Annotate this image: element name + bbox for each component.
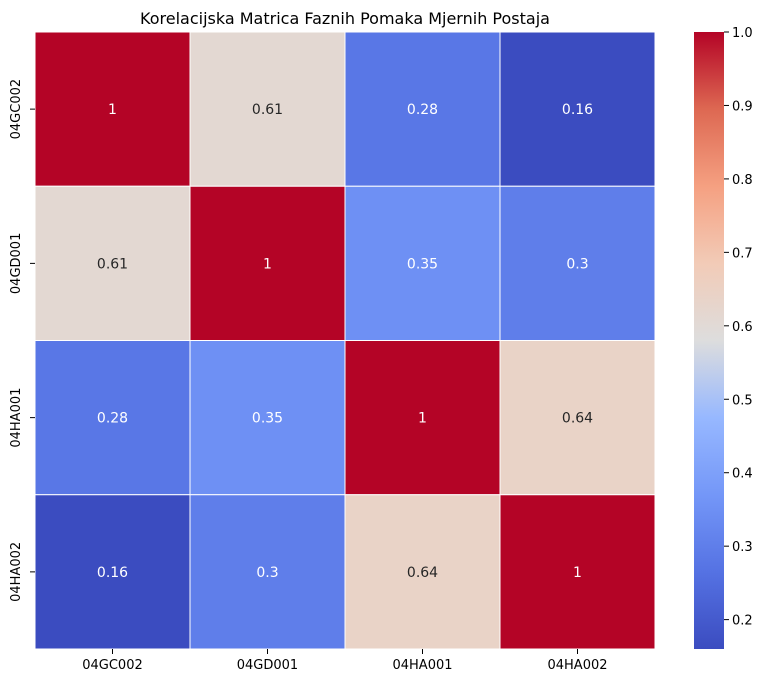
cell-annotation: 0.28 (407, 102, 438, 118)
cell-annotation: 0.3 (566, 256, 588, 272)
x-tick-label: 04HA001 (392, 658, 452, 673)
x-tick-label: 04HA002 (547, 658, 607, 673)
heatmap-cell (34, 494, 191, 650)
heatmap-cell (344, 185, 501, 341)
y-tick-label: 04GD001 (9, 233, 24, 294)
heatmap-cell (499, 185, 656, 341)
cell-annotation: 0.35 (252, 411, 283, 427)
heatmap-cell (499, 31, 656, 187)
chart-title: Korelacijska Matrica Faznih Pomaka Mjern… (140, 9, 550, 28)
y-tick-label: 04HA001 (9, 388, 24, 448)
colorbar-tick-label: 0.5 (732, 393, 753, 408)
y-tick-label: 04HA002 (9, 542, 24, 602)
cell-annotation: 1 (108, 102, 117, 118)
colorbar-tick-label: 1.0 (732, 26, 753, 41)
x-tick-label: 04GD001 (237, 658, 298, 673)
cell-annotation: 0.35 (407, 256, 438, 272)
cell-annotation: 1 (263, 256, 272, 272)
cell-annotation: 1 (418, 411, 427, 427)
heatmap-cell (34, 31, 191, 187)
colorbar-tick-label: 0.7 (732, 246, 753, 261)
heatmap-cell (344, 494, 501, 650)
heatmap-cell (189, 31, 346, 187)
cell-annotation: 0.61 (97, 256, 128, 272)
heatmap-cell (189, 340, 346, 496)
colorbar-tick-label: 0.2 (732, 614, 753, 629)
colorbar: 0.2 0.3 0.4 0.5 0.6 0.7 0.8 0.9 1.0 (694, 26, 753, 649)
cell-annotation: 0.61 (252, 102, 283, 118)
cell-annotation: 0.28 (97, 411, 128, 427)
heatmap-cell (189, 494, 346, 650)
x-axis: 04GC002 04GD001 04HA001 04HA002 (82, 649, 608, 673)
colorbar-tick-label: 0.4 (732, 467, 753, 482)
y-tick-label: 04GC002 (9, 79, 24, 140)
colorbar-gradient (694, 32, 724, 649)
colorbar-tick-label: 0.9 (732, 99, 753, 114)
cell-annotation: 0.16 (97, 565, 128, 581)
colorbar-tick-label: 0.6 (732, 320, 753, 335)
colorbar-tick-label: 0.8 (732, 173, 753, 188)
heatmap-cell (34, 185, 191, 341)
colorbar-tick-label: 0.3 (732, 540, 753, 555)
cell-annotation: 0.16 (562, 102, 593, 118)
heatmap-cell (344, 31, 501, 187)
cell-annotation: 0.64 (407, 565, 438, 581)
y-axis: 04GC002 04GD001 04HA001 04HA002 (9, 79, 35, 602)
cell-annotation: 0.3 (256, 565, 278, 581)
heatmap-cells: 1 0.61 0.28 0.16 0.61 1 0.35 0.3 0.28 0.35 1 0.64 0.… (34, 31, 656, 650)
heatmap-cell (189, 185, 346, 341)
cell-annotation: 1 (573, 565, 582, 581)
heatmap-cell (499, 494, 656, 650)
x-tick-label: 04GC002 (82, 658, 143, 673)
heatmap-cell (499, 340, 656, 496)
cell-annotation: 0.64 (562, 411, 593, 427)
